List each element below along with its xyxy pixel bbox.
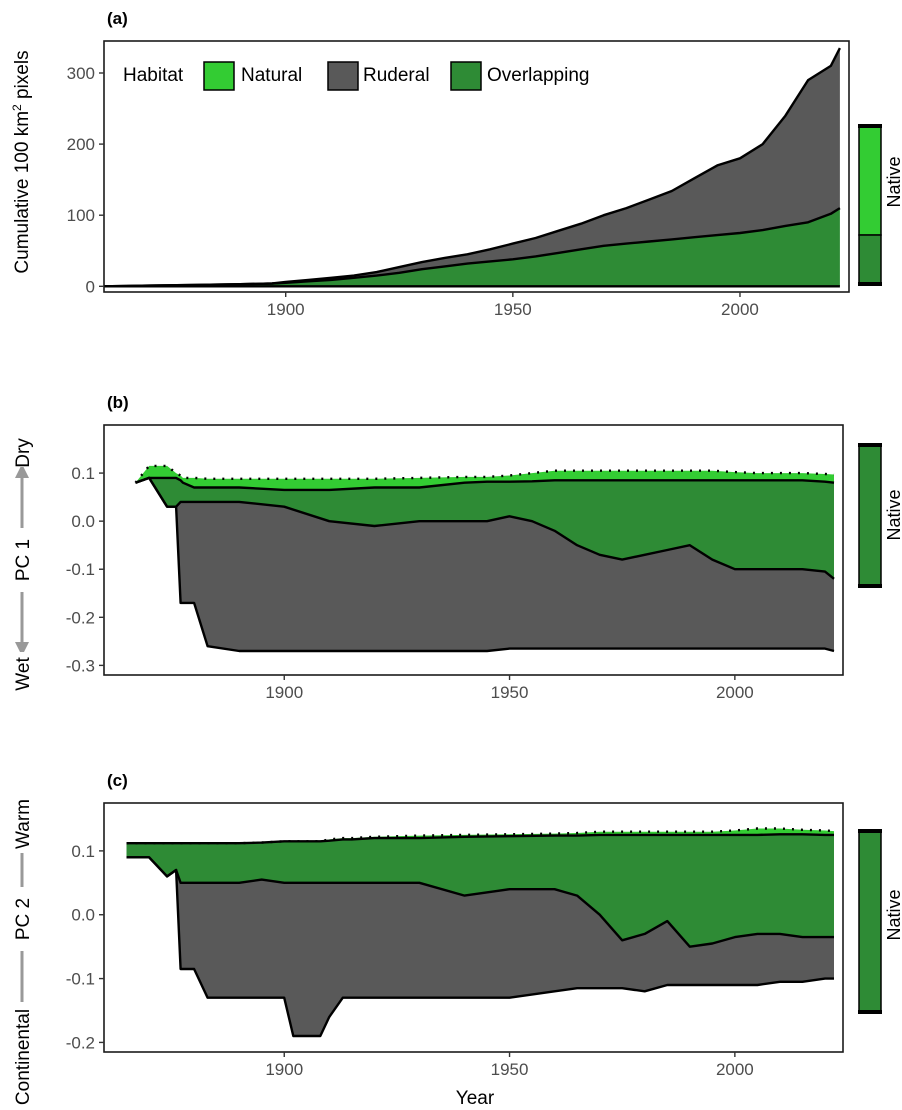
panel-b-arrow-label-gap: [10, 528, 34, 592]
panel-c: (c) PC 2 Warm Continental 1900 1950 2000 0.…: [10, 771, 902, 1110]
x-tick-label: 1950: [494, 300, 532, 319]
panel-c-native-bar: [858, 829, 882, 1014]
panel-b-arrow-head-up: [15, 464, 29, 478]
panel-c-plot-area: [126, 827, 835, 1038]
ruderal-area: [104, 48, 840, 287]
native-bar-segment-overlapping: [858, 830, 882, 1013]
panel-a-ylabel-tail: pixels: [12, 50, 33, 104]
panel-b-label: (b): [107, 393, 129, 412]
panel-c-arrow-bottom-gap: [10, 1002, 34, 1110]
ruderal-top-line: [135, 476, 835, 580]
x-tick-label: 2000: [716, 1060, 754, 1079]
x-tick-label: 1900: [267, 300, 305, 319]
ruderal-top-line: [126, 856, 834, 948]
panel-b-native-label: Native: [884, 489, 902, 540]
panel-a-label: (a): [107, 9, 128, 28]
y-tick-label: 0.1: [71, 464, 95, 483]
y-tick-label: 0.0: [71, 906, 95, 925]
x-tick-label: 2000: [716, 683, 754, 702]
panel-a-axes: 1900 1950 2000 0 100 200 300: [67, 40, 850, 319]
native-bar-segment-overlapping: [858, 444, 882, 587]
panel-a: (a) Cumulative 100 km2 pixels 1900 1950 20…: [10, 9, 902, 319]
panel-b-native-bar: [858, 443, 882, 588]
x-tick-label: 1950: [491, 683, 529, 702]
y-tick-label: -0.2: [66, 608, 95, 627]
y-tick-label: 0.1: [71, 842, 95, 861]
panel-c-x-axis-title: Year: [456, 1088, 495, 1109]
panel-a-legend: Habitat Natural Ruderal Overlapping: [123, 61, 589, 91]
panel-a-native-label: Native: [884, 156, 902, 207]
panel-b-y-axis-top-label: Dry: [13, 438, 34, 468]
panel-b-axes: 1900 1950 2000 0.1 0.0 -0.1 -0.2 -0.3: [66, 424, 844, 702]
legend-title: Habitat: [123, 65, 184, 86]
x-tick-label: 1900: [265, 1060, 303, 1079]
panel-c-native-label: Native: [884, 889, 902, 940]
panel-c-axes: 1900 1950 2000 0.1 0.0 -0.1 -0.2: [66, 802, 844, 1079]
ruderal-series-line: [103, 47, 841, 288]
y-tick-label: -0.1: [66, 970, 95, 989]
y-tick-label: -0.2: [66, 1033, 95, 1052]
panel-a-ylabel-main: Cumulative 100 km: [12, 111, 33, 274]
legend-label-natural: Natural: [241, 65, 302, 86]
panel-b-y-axis-arrow: [10, 437, 34, 696]
overlapping-top-line: [126, 833, 834, 845]
panel-c-y-axis-arrow: [10, 795, 34, 1110]
panel-b-arrow-top-gap: [10, 437, 34, 467]
panel-b-y-axis-bottom-label: Wet: [13, 657, 34, 691]
y-tick-label: 100: [67, 206, 95, 225]
plot-frame: [103, 40, 850, 293]
legend-swatch-ruderal: [327, 61, 359, 91]
legend-swatch-natural: [203, 61, 235, 91]
panel-a-ylabel-sup: 2: [10, 104, 24, 111]
legend-swatch-overlapping: [450, 61, 482, 91]
panel-c-y-axis-title: PC 2: [13, 898, 34, 940]
native-bar-segment-natural: [858, 125, 882, 236]
plot-frame: [103, 802, 844, 1053]
panel-c-label: (c): [107, 771, 128, 790]
panel-c-y-axis-bottom-label: Continental: [13, 1009, 34, 1105]
ruderal-area: [126, 857, 834, 1036]
legend-label-ruderal: Ruderal: [363, 65, 430, 86]
y-tick-label: -0.3: [66, 656, 95, 675]
native-bar-segment-overlapping: [858, 234, 882, 285]
overlapping-area: [104, 208, 840, 287]
ruderal-bottom-line: [135, 476, 835, 653]
panel-b-arrow-bottom-gap: [10, 652, 34, 696]
x-tick-label: 1950: [491, 1060, 529, 1079]
panel-c-y-axis-top-label: Warm: [13, 799, 34, 849]
y-tick-label: 0.0: [71, 512, 95, 531]
panel-b-y-axis-title: PC 1: [13, 539, 34, 581]
panel-a-plot-area: [103, 47, 841, 288]
legend-label-overlapping: Overlapping: [487, 65, 589, 86]
overlapping-area: [126, 834, 834, 947]
ruderal-area: [135, 477, 834, 651]
panel-b-plot-area: [134, 464, 835, 653]
x-tick-label: 2000: [721, 300, 759, 319]
panel-a-y-axis-title: Cumulative 100 km2 pixels: [10, 50, 33, 273]
overlapping-top-line: [135, 476, 835, 492]
panel-a-native-bar: [858, 124, 882, 286]
y-tick-label: -0.1: [66, 560, 95, 579]
panel-b: (b) PC 1 Dry Wet 1900 1950 2000 0.1 0.0 -0.1 -…: [10, 393, 902, 702]
panel-c-arrow-label-gap: [10, 887, 34, 951]
x-tick-label: 1900: [265, 683, 303, 702]
y-tick-label: 200: [67, 135, 95, 154]
ruderal-bottom-line: [126, 856, 834, 1038]
plot-frame: [103, 424, 844, 676]
overlapping-area: [135, 477, 834, 579]
panel-c-arrow-top-gap: [10, 795, 34, 853]
y-tick-label: 0: [86, 277, 95, 296]
y-tick-label: 300: [67, 64, 95, 83]
panel-b-arrow-head-down: [15, 642, 29, 656]
